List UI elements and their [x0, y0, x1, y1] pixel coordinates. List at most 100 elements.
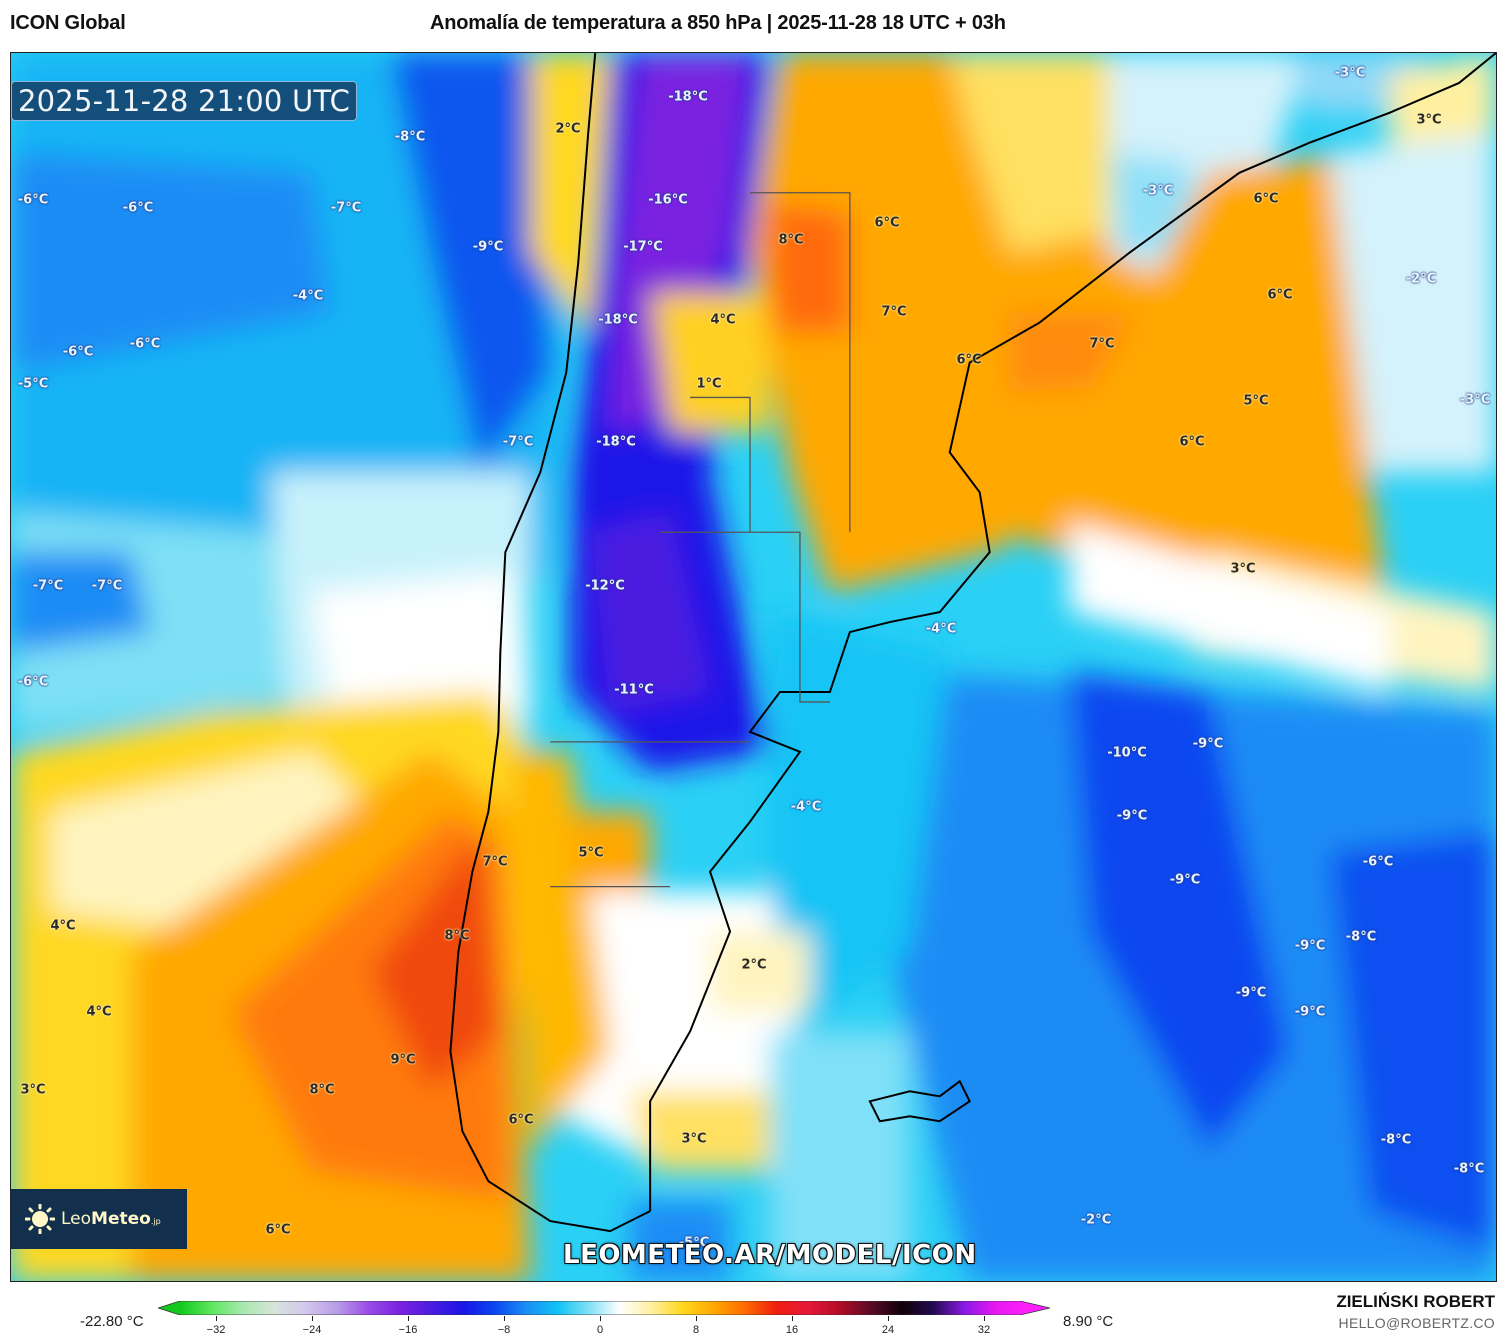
- falklands-coast: [868, 1079, 971, 1123]
- temperature-label: 7°C: [881, 304, 907, 320]
- temperature-label: -6°C: [62, 344, 94, 360]
- temperature-label: 8°C: [309, 1082, 335, 1098]
- author-contact[interactable]: HELLO@ROBERTZ.CO: [1338, 1315, 1495, 1331]
- colorbar-tick-label: −32: [206, 1324, 226, 1336]
- temperature-label: -8°C: [1345, 929, 1377, 945]
- temperature-label: 3°C: [1416, 112, 1442, 128]
- temperature-label: 4°C: [50, 918, 76, 934]
- temperature-label: 6°C: [1267, 287, 1293, 303]
- temperature-label: 5°C: [1243, 393, 1269, 409]
- temperature-label: -9°C: [1235, 985, 1267, 1001]
- colorbar-tick: [600, 1316, 601, 1321]
- colorbar-tick-label: 24: [881, 1324, 895, 1336]
- temperature-label: -4°C: [292, 288, 324, 304]
- temperature-label: -18°C: [668, 89, 708, 105]
- valid-time-badge: 2025-11-28 21:00 UTC: [11, 81, 358, 121]
- temperature-label: -6°C: [122, 200, 154, 216]
- temperature-label: -8°C: [1453, 1161, 1485, 1177]
- temperature-label: -18°C: [598, 312, 638, 328]
- temperature-label: 8°C: [444, 928, 470, 944]
- temperature-label: 7°C: [1089, 336, 1115, 352]
- temperature-label: 6°C: [956, 352, 982, 368]
- logo-wordmark: LeoMeteo.jp: [61, 1209, 161, 1229]
- province-borders: [550, 192, 851, 888]
- colorbar: [158, 1301, 1050, 1315]
- temperature-label: 6°C: [1179, 434, 1205, 450]
- author-credit: ZIELIŃSKI ROBERT: [1336, 1292, 1495, 1311]
- temperature-label: 3°C: [1230, 561, 1256, 577]
- colorbar-tick: [504, 1316, 505, 1321]
- temperature-label: -3°C: [1142, 183, 1174, 199]
- temperature-label: -12°C: [585, 578, 625, 594]
- sun-icon: [24, 1203, 56, 1235]
- temperature-label: -9°C: [1192, 736, 1224, 752]
- temperature-label: 3°C: [20, 1082, 46, 1098]
- temperature-label: 1°C: [696, 376, 722, 392]
- temperature-label: -7°C: [32, 578, 64, 594]
- temperature-label: -4°C: [925, 621, 957, 637]
- colorbar-tick: [792, 1316, 793, 1321]
- temperature-label: -3°C: [1334, 65, 1366, 81]
- temperature-label: -9°C: [1169, 872, 1201, 888]
- temperature-label: -6°C: [17, 192, 49, 208]
- temperature-label: 2°C: [555, 121, 581, 137]
- colorbar-tick: [408, 1316, 409, 1321]
- colorbar-tick-label: −24: [302, 1324, 322, 1336]
- temperature-label: -3°C: [1459, 392, 1491, 408]
- colorbar-tick-label: 32: [977, 1324, 991, 1336]
- temperature-label: -9°C: [1294, 938, 1326, 954]
- temperature-label: -6°C: [129, 336, 161, 352]
- temperature-label: -9°C: [1116, 808, 1148, 824]
- temperature-label: -9°C: [1294, 1004, 1326, 1020]
- colorbar-tick-label: −16: [398, 1324, 418, 1336]
- temperature-label: -7°C: [330, 200, 362, 216]
- page-title: Anomalía de temperatura a 850 hPa | 2025…: [430, 12, 1006, 34]
- temperature-label: 8°C: [778, 232, 804, 248]
- colorbar-min-value: -22.80 °C: [80, 1313, 144, 1330]
- colorbar-max-value: 8.90 °C: [1063, 1313, 1114, 1330]
- temperature-label: 4°C: [710, 312, 736, 328]
- model-name: ICON Global: [10, 12, 126, 34]
- temperature-label: -5°C: [678, 1235, 710, 1251]
- temperature-label: -8°C: [1380, 1132, 1412, 1148]
- colorbar-tick: [696, 1316, 697, 1321]
- source-watermark: LEOMETEO.AR/MODEL/ICON: [563, 1240, 977, 1270]
- colorbar-tick-label: 0: [596, 1324, 604, 1336]
- temperature-label: -17°C: [623, 239, 663, 255]
- temperature-label: 9°C: [390, 1052, 416, 1068]
- anomaly-field: [11, 53, 1496, 1281]
- colorbar-tick: [216, 1316, 217, 1321]
- coastline: [449, 53, 1496, 1233]
- temperature-label: 2°C: [741, 957, 767, 973]
- colorbar-tick-label: 16: [785, 1324, 799, 1336]
- colorbar-tick: [888, 1316, 889, 1321]
- temperature-label: -7°C: [91, 578, 123, 594]
- colorbar-tick: [984, 1316, 985, 1321]
- temperature-label: -5°C: [17, 376, 49, 392]
- temperature-label: -2°C: [1405, 271, 1437, 287]
- colorbar-tick-label: −8: [497, 1324, 511, 1336]
- temperature-label: 3°C: [681, 1131, 707, 1147]
- colorbar-ticks: −32 −24 −16 −8 0 8 16 24 32: [0, 1316, 1505, 1339]
- temperature-label: -10°C: [1107, 745, 1147, 761]
- temperature-label: 6°C: [1253, 191, 1279, 207]
- temperature-label: 5°C: [578, 845, 604, 861]
- temperature-label: 6°C: [508, 1112, 534, 1128]
- temperature-label: -16°C: [648, 192, 688, 208]
- temperature-label: -4°C: [790, 799, 822, 815]
- temperature-label: -8°C: [394, 129, 426, 145]
- temperature-label: 4°C: [86, 1004, 112, 1020]
- temperature-label: -11°C: [614, 682, 654, 698]
- temperature-label: -9°C: [472, 239, 504, 255]
- leometeo-logo[interactable]: LeoMeteo.jp: [11, 1189, 187, 1249]
- temperature-label: -6°C: [17, 674, 49, 690]
- temperature-label: -2°C: [1080, 1212, 1112, 1228]
- temperature-label: 6°C: [874, 215, 900, 231]
- temperature-label: -7°C: [502, 434, 534, 450]
- temperature-anomaly-map[interactable]: 2025-11-28 21:00 UTC 2°C -18°C -8°C -6°C -6°…: [10, 52, 1497, 1282]
- temperature-label: 6°C: [265, 1222, 291, 1238]
- colorbar-tick-label: 8: [692, 1324, 700, 1336]
- temperature-label: -6°C: [1362, 854, 1394, 870]
- colorbar-tick: [312, 1316, 313, 1321]
- temperature-label: -18°C: [596, 434, 636, 450]
